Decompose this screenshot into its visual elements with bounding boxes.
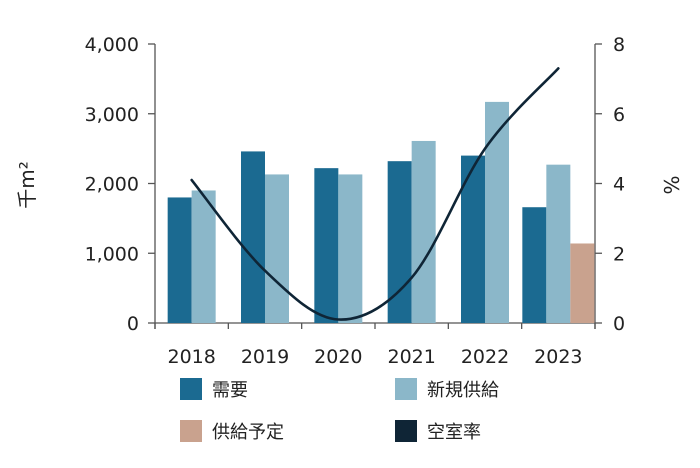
bar-需要-2018: [167, 197, 192, 323]
legend-swatch: [395, 378, 417, 400]
y-axis-right-label: %: [659, 175, 683, 194]
bar-需要-2022: [461, 155, 485, 323]
legend-label: 需要: [212, 380, 248, 401]
line-空室率: [190, 67, 560, 321]
y-left-tick-label: 3,000: [85, 104, 139, 126]
y-left-tick-label: 0: [127, 313, 139, 335]
legend-label: 供給予定: [212, 422, 284, 443]
bar-新規供給-2018: [191, 190, 216, 323]
y-right-tick-label: 8: [613, 34, 625, 56]
y-right-tick-label: 2: [613, 243, 625, 265]
legend-swatch: [395, 420, 417, 442]
bar-需要-2020: [314, 168, 339, 323]
line-series: [190, 67, 560, 321]
y-left-tick-label: 4,000: [85, 34, 139, 56]
bar-需要-2019: [241, 151, 265, 323]
legend-swatch: [180, 420, 202, 442]
bar-供給予定-2023: [570, 243, 595, 323]
bar-需要-2021: [387, 161, 412, 323]
x-tick-label: 2018: [167, 346, 215, 368]
x-tick-label: 2020: [314, 346, 362, 368]
bar-新規供給-2022: [485, 101, 509, 323]
y-right-tick-label: 6: [613, 104, 625, 126]
axes: 0 1,000 2,000 3,000 4,000 0 2 4 6 8 2018 2019 2020 20…: [85, 34, 626, 368]
legend-label: 新規供給: [427, 380, 499, 401]
legend-swatch: [180, 378, 202, 400]
bar-新規供給-2021: [411, 140, 436, 323]
bar-新規供給-2019: [265, 174, 289, 323]
x-tick-label: 2021: [387, 346, 435, 368]
x-tick-label: 2019: [241, 346, 289, 368]
bar-新規供給-2020: [338, 174, 363, 323]
y-left-tick-label: 2,000: [85, 174, 139, 196]
y-axis-left-label: 千m²: [15, 161, 39, 209]
bar-新規供給-2023: [546, 164, 571, 323]
bar-需要-2023: [522, 207, 547, 323]
legend-label: 空室率: [427, 422, 481, 443]
y-left-tick-label: 1,000: [85, 243, 139, 265]
x-tick-label: 2023: [534, 346, 582, 368]
y-right-tick-label: 0: [613, 313, 625, 335]
y-right-tick-label: 4: [613, 174, 625, 196]
bars: [167, 101, 595, 323]
x-tick-label: 2022: [461, 346, 509, 368]
